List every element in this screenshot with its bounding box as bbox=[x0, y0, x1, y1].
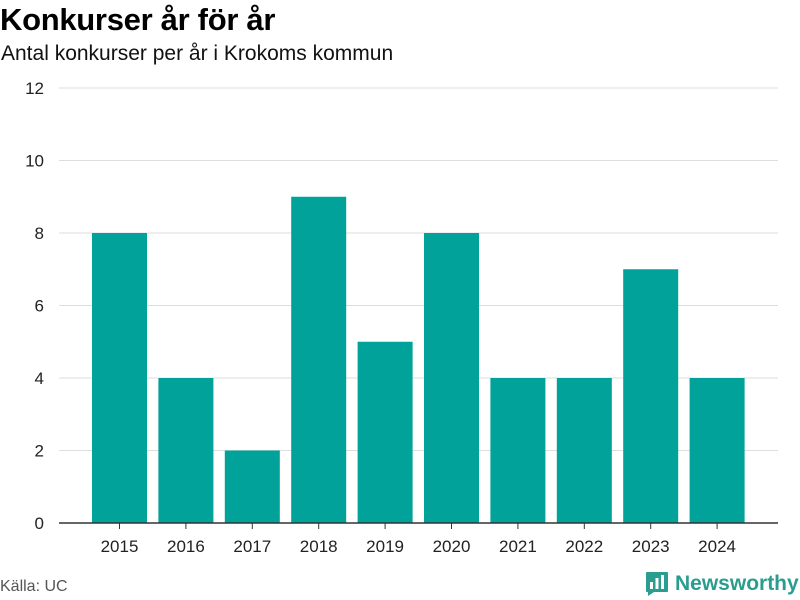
source-note: Källa: UC bbox=[0, 578, 68, 595]
x-tick-label: 2021 bbox=[499, 537, 537, 556]
x-tick-label: 2015 bbox=[101, 537, 139, 556]
y-tick-label: 8 bbox=[35, 224, 44, 243]
bar-2023 bbox=[623, 269, 679, 523]
x-tick-label: 2022 bbox=[565, 537, 603, 556]
x-tick-labels: 2015 2016 2017 2018 2019 2020 2021 2022 2023 2024 bbox=[101, 523, 736, 556]
bar-2016 bbox=[158, 378, 214, 523]
bar-2021 bbox=[490, 378, 546, 523]
y-tick-label: 4 bbox=[35, 369, 44, 388]
y-tick-label: 2 bbox=[35, 442, 44, 461]
y-tick-label: 6 bbox=[35, 297, 44, 316]
bar-2017 bbox=[224, 450, 280, 523]
chart-title: Konkurser år för år bbox=[0, 2, 276, 37]
bars bbox=[92, 196, 745, 523]
chart-subtitle: Antal konkurser per år i Krokoms kommun bbox=[1, 42, 394, 65]
bar-2020 bbox=[424, 233, 479, 523]
bar-2018 bbox=[291, 196, 347, 523]
brand-logo[interactable]: Newsworthy bbox=[645, 570, 799, 598]
x-tick-label: 2024 bbox=[698, 537, 736, 556]
x-tick-label: 2023 bbox=[632, 537, 670, 556]
x-tick-label: 2019 bbox=[366, 537, 404, 556]
x-tick-label: 2020 bbox=[433, 537, 471, 556]
bar-2015 bbox=[92, 233, 147, 523]
x-tick-label: 2018 bbox=[300, 537, 338, 556]
y-tick-label: 10 bbox=[25, 152, 44, 171]
x-tick-label: 2016 bbox=[167, 537, 205, 556]
newsworthy-logo-icon bbox=[646, 572, 668, 596]
y-tick-label: 0 bbox=[35, 514, 44, 533]
bar-2022 bbox=[556, 378, 612, 523]
bar-2019 bbox=[357, 341, 413, 523]
brand-name: Newsworthy bbox=[675, 572, 799, 595]
y-tick-labels: 0 2 4 6 8 10 12 bbox=[25, 79, 44, 533]
x-tick-label: 2017 bbox=[233, 537, 271, 556]
y-tick-label: 12 bbox=[25, 79, 44, 98]
bar-2024 bbox=[689, 378, 745, 523]
